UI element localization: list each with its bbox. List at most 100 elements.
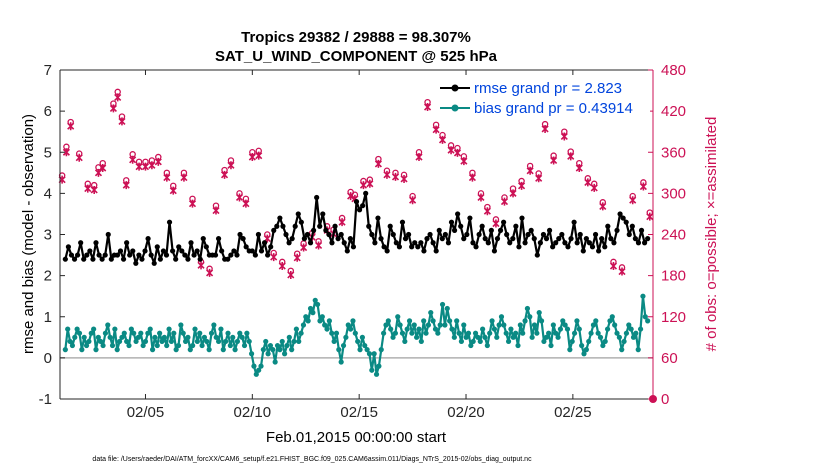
rmse-point: [562, 240, 568, 246]
rmse-point: [427, 231, 433, 238]
bias-point: [109, 342, 116, 349]
bias-point: [390, 334, 396, 340]
rmse-point: [513, 223, 519, 229]
rmse-point: [399, 219, 406, 225]
rmse-point: [108, 256, 114, 262]
rmse-point: [632, 236, 638, 242]
rmse-point: [378, 236, 384, 242]
rmse-point: [151, 260, 157, 266]
bias-point: [538, 318, 545, 324]
bias-point: [164, 342, 170, 349]
y-right-tick-label: 180: [661, 268, 686, 285]
bias-point: [439, 301, 446, 308]
bias-point: [571, 330, 578, 336]
rmse-point: [550, 244, 556, 250]
obs-assimilated-point: [447, 146, 455, 155]
rmse-point: [71, 256, 78, 262]
rmse-point: [268, 244, 274, 250]
rmse-point: [102, 252, 108, 258]
rmse-point: [96, 252, 102, 258]
rmse-point: [117, 248, 124, 254]
bias-point: [74, 326, 80, 332]
bias-point: [597, 334, 604, 340]
obs-assimilated-point: [575, 164, 583, 173]
bias-point: [142, 338, 149, 345]
bias-point: [520, 330, 526, 336]
rmse-point: [372, 240, 378, 246]
obs-assimilated-point: [432, 125, 440, 134]
bias-point: [564, 326, 571, 332]
bias-point: [119, 334, 125, 340]
bias-point: [449, 326, 455, 332]
rmse-point: [568, 236, 574, 242]
rmse-point: [133, 260, 139, 266]
obs-assimilated-point: [338, 218, 346, 227]
y-left-tick-label: 3: [44, 227, 52, 244]
bias-point: [124, 338, 130, 345]
rmse-point: [620, 215, 626, 221]
rmse-point: [136, 252, 142, 258]
bias-point: [548, 342, 554, 349]
rmse-point: [68, 252, 75, 258]
rmse-point: [393, 240, 399, 246]
rmse-point: [295, 211, 301, 217]
rmse-point: [402, 236, 409, 242]
bias-point: [199, 342, 205, 349]
bias-point: [517, 322, 523, 328]
obs-assimilated-point: [197, 261, 205, 270]
bias-point: [583, 347, 589, 353]
rmse-point: [482, 236, 488, 242]
rmse-point: [381, 244, 387, 250]
bias-point: [392, 330, 398, 336]
bias-point: [529, 334, 535, 340]
bias-point: [635, 347, 641, 353]
rmse-point: [577, 231, 583, 238]
bias-point: [305, 318, 311, 324]
bias-point: [630, 334, 637, 340]
obs-assimilated-point: [468, 173, 476, 182]
rmse-point: [488, 227, 494, 233]
obs-assimilated-point: [477, 193, 485, 202]
obs-assimilated-point: [509, 189, 517, 198]
rmse-point: [543, 236, 550, 242]
rmse-point: [160, 248, 167, 254]
bias-point: [67, 338, 73, 345]
rmse-series-layer: [62, 190, 651, 266]
bias-point: [135, 334, 142, 340]
bias-point: [298, 330, 304, 336]
rmse-point: [494, 236, 501, 242]
obs-assimilated-point: [62, 148, 70, 157]
rmse-point: [332, 223, 338, 229]
rmse-point: [99, 256, 105, 262]
bias-point: [501, 322, 507, 328]
obs-assimilated-point: [300, 243, 308, 252]
rmse-point: [565, 244, 571, 250]
rmse-point: [145, 236, 151, 242]
obs-assimilated-point: [584, 178, 592, 187]
rmse-point: [154, 244, 160, 250]
bias-point: [241, 342, 248, 349]
bias-point: [204, 338, 210, 345]
bias-point: [508, 326, 514, 332]
bias-point: [258, 363, 264, 369]
rmse-point: [531, 236, 537, 242]
bias-point: [640, 293, 646, 299]
obs-assimilated-point: [526, 166, 534, 175]
chart-title: Tropics 29382 / 29888 = 98.307%: [241, 29, 471, 46]
obs-assimilated-point: [541, 124, 549, 133]
obs-assimilated-point: [206, 268, 214, 277]
rmse-point: [84, 252, 90, 258]
bias-point: [588, 330, 594, 336]
obs-assimilated-point: [567, 152, 575, 161]
bias-point: [95, 334, 101, 340]
bias-point: [369, 367, 375, 373]
obs-assimilated-point: [248, 153, 256, 162]
bias-point: [246, 338, 252, 345]
obs-assimilated-point: [212, 206, 220, 215]
rmse-point: [516, 244, 522, 250]
rmse-point: [258, 248, 265, 254]
bias-point: [159, 338, 165, 345]
bias-point: [83, 342, 90, 349]
bias-point: [510, 334, 516, 340]
rmse-point: [510, 236, 516, 242]
